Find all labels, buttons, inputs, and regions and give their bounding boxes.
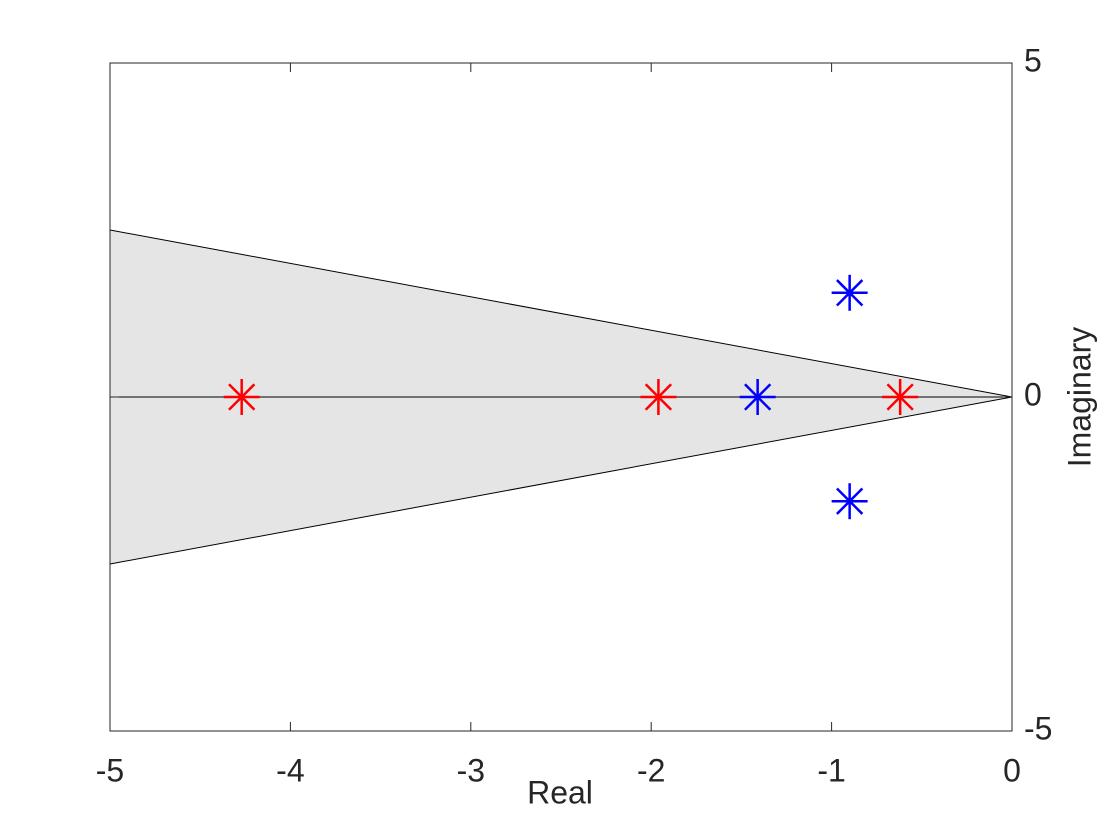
- marker-stroke: [228, 383, 256, 411]
- marker: [882, 379, 919, 415]
- marker-stroke: [644, 383, 673, 411]
- x-tick-label: -3: [457, 752, 485, 788]
- marker: [831, 274, 868, 311]
- marker-stroke: [744, 383, 772, 411]
- marker: [831, 483, 868, 520]
- y-tick-label: -5: [1024, 710, 1052, 746]
- marker: [223, 379, 260, 415]
- x-tick-label: -2: [637, 752, 665, 788]
- x-tick-label: -5: [96, 752, 124, 788]
- y-tick-label: 5: [1024, 42, 1042, 78]
- x-tick-label: -4: [276, 752, 304, 788]
- marker-stroke: [886, 383, 914, 411]
- x-tick-label: -1: [817, 752, 845, 788]
- marker-stroke: [836, 279, 864, 307]
- x-axis-label: Real: [527, 774, 593, 810]
- marker: [739, 379, 776, 415]
- y-axis-label: Imaginary: [1061, 327, 1097, 468]
- marker: [640, 379, 677, 415]
- marker-stroke: [836, 487, 864, 515]
- x-tick-label: 0: [1003, 752, 1021, 788]
- y-tick-label: 0: [1024, 376, 1042, 412]
